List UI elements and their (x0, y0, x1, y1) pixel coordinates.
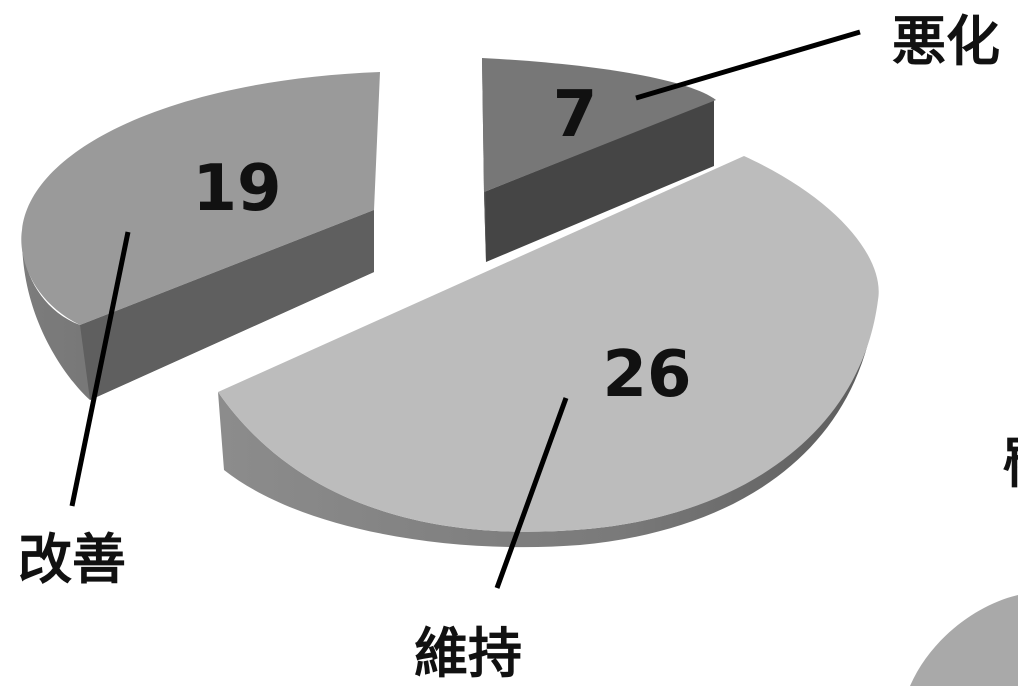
value-label-kaizen: 19 (192, 152, 281, 226)
slice-kaizen-cut (80, 210, 374, 400)
partial-slice-fragment (910, 595, 1018, 686)
leader-line-iji (494, 397, 569, 589)
leader-line-akka (635, 29, 861, 101)
value-label-akka: 7 (553, 78, 598, 152)
value-label-iji: 26 (602, 338, 691, 412)
category-label-kaizen: 改善 (18, 528, 126, 591)
slice-iji-top (218, 156, 879, 532)
category-label-akka: 悪化 (892, 10, 1000, 73)
category-label-iji: 維持 (414, 622, 522, 685)
slice-iji (218, 156, 879, 548)
leader-line-kaizen (69, 231, 131, 507)
slice-kaizen (21, 72, 380, 400)
slice-akka-cut (484, 100, 714, 262)
edge-text-fragment: 罹 (1002, 432, 1018, 495)
slice-kaizen-top (21, 72, 380, 325)
